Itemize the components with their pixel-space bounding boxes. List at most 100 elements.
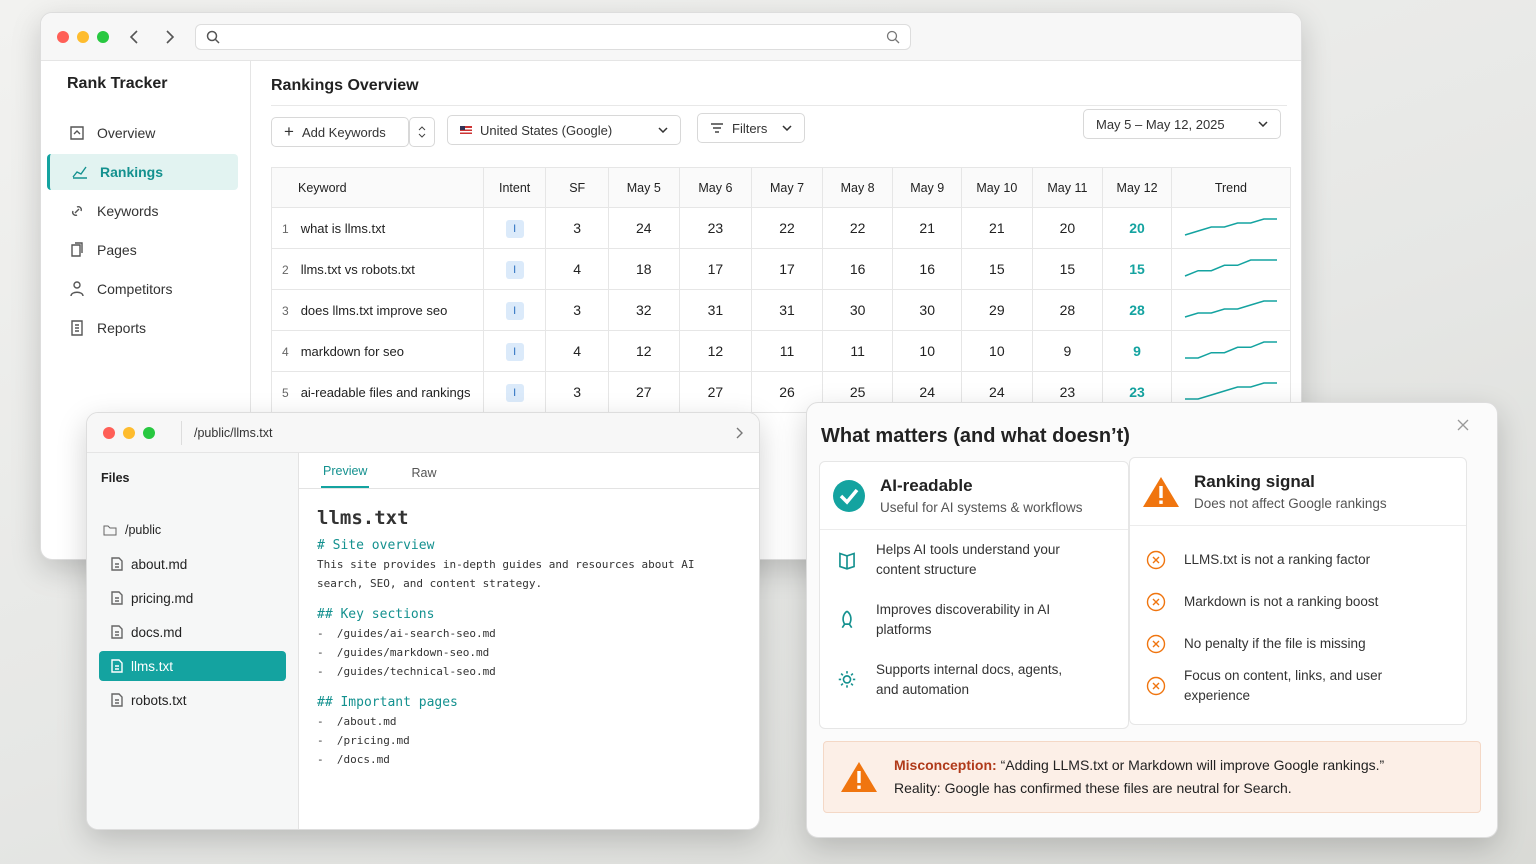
date-range-select[interactable]: May 5 – May 12, 2025 xyxy=(1083,109,1281,139)
position-cell: 27 xyxy=(678,371,753,413)
filters-button[interactable]: Filters xyxy=(697,113,805,143)
icon-part xyxy=(111,693,123,707)
folder[interactable]: /public xyxy=(99,515,286,545)
nav-item[interactable]: Keywords xyxy=(47,193,238,229)
tab[interactable]: Raw xyxy=(411,466,437,480)
nav-item[interactable]: Overview xyxy=(47,115,238,151)
close[interactable] xyxy=(103,426,115,439)
table-row[interactable]: 4 markdown for seo I 4 12 12 11 11 10 10 9 9 xyxy=(271,330,1292,372)
row-number: 1 xyxy=(282,221,289,236)
position-cell: 32 xyxy=(607,289,680,331)
file-item[interactable]: robots.txt xyxy=(99,685,286,715)
close[interactable] xyxy=(57,30,69,43)
file-icon xyxy=(111,659,123,673)
misconception-text: Misconception: “Adding LLMS.txt or Markd… xyxy=(894,754,1384,800)
nav-item[interactable]: Pages xyxy=(47,232,238,268)
item-text: Markdown is not a ranking boost xyxy=(1184,594,1379,609)
position-cell: 27 xyxy=(607,371,680,413)
position-cell: 10 xyxy=(892,330,963,372)
intent-badge: I xyxy=(505,383,524,402)
list-item: - /guides/ai-search-seo.md xyxy=(317,627,496,640)
icon-part xyxy=(857,771,861,783)
table-row[interactable]: 2 llms.txt vs robots.txt I 4 18 17 17 16 16 15 15 1… xyxy=(271,248,1292,290)
maximize[interactable] xyxy=(143,426,155,439)
file-item[interactable]: about.md xyxy=(99,549,286,579)
chevron[interactable] xyxy=(735,427,743,439)
file-item[interactable]: llms.txt xyxy=(99,651,286,681)
add-keywords-button[interactable]: + Add Keywords xyxy=(271,117,409,147)
nav-arrows[interactable] xyxy=(127,29,177,45)
file-item[interactable]: pricing.md xyxy=(99,583,286,613)
ai-item: Improves discoverability in AI platforms xyxy=(820,590,1128,650)
list: - /about.md - /pricing.md - /docs.md xyxy=(317,712,743,769)
position-cell: 16 xyxy=(821,248,894,290)
icon-part xyxy=(658,127,668,133)
card-title: AI-readable xyxy=(880,476,973,495)
keyword-cell: 2 llms.txt vs robots.txt xyxy=(271,248,484,290)
nav-item[interactable]: Competitors xyxy=(47,271,238,307)
nav-item[interactable]: Reports xyxy=(47,310,238,346)
file-name: docs.md xyxy=(131,624,183,640)
item-icon xyxy=(838,671,856,688)
intent-cell: I xyxy=(482,248,547,290)
tab[interactable]: Preview xyxy=(321,464,370,488)
intent-cell: I xyxy=(482,289,547,331)
column-header: Trend xyxy=(1170,167,1292,208)
sparkline xyxy=(1184,217,1277,236)
heading: ## Key sections xyxy=(317,607,435,622)
keyword-cell: 4 markdown for seo xyxy=(271,330,484,372)
position-cell: 22 xyxy=(821,207,894,249)
close-icon[interactable] xyxy=(1457,419,1469,431)
column-header: May 11 xyxy=(1031,167,1104,208)
icon-part xyxy=(460,126,472,134)
chevron xyxy=(782,125,792,131)
position-cell: 21 xyxy=(892,207,963,249)
card-header: Ranking signal Does not affect Google ran… xyxy=(1130,458,1466,526)
position-cell: 15 xyxy=(961,248,1033,290)
file-item[interactable]: docs.md xyxy=(99,617,286,647)
icon-part xyxy=(839,488,859,505)
check-icon xyxy=(833,479,865,512)
keyword: llms.txt vs robots.txt xyxy=(300,261,415,277)
icon-part xyxy=(1146,676,1166,696)
trend-cell xyxy=(1170,330,1292,372)
comparison-panel: What matters (and what doesn’t) AI-reada… xyxy=(806,402,1498,838)
tabs: Preview Raw xyxy=(299,453,759,489)
table-row[interactable]: 1 what is llms.txt I 3 24 23 22 22 21 21 20 20 xyxy=(271,207,1292,249)
position-cell: 29 xyxy=(961,289,1033,331)
table-body: 1 what is llms.txt I 3 24 23 22 22 21 21 20 20 2 llms… xyxy=(271,207,1292,413)
header-row: Keyword Intent SF May 5 May 6 May 7 May 8 May 9… xyxy=(271,167,1292,208)
address-bar[interactable] xyxy=(195,23,911,50)
minimize[interactable] xyxy=(77,30,89,43)
icon-part xyxy=(111,659,123,673)
keyword-cell: 1 what is llms.txt xyxy=(271,207,484,249)
column-header: May 7 xyxy=(751,167,823,208)
maximize[interactable] xyxy=(97,30,109,43)
path-bar: /public/llms.txt xyxy=(181,420,743,445)
folder-icon xyxy=(103,525,117,536)
keyword: does llms.txt improve seo xyxy=(300,302,448,318)
ai-item: Supports internal docs, agents, and auto… xyxy=(820,650,1128,710)
sort-button[interactable] xyxy=(409,117,435,147)
position-cell: 10 xyxy=(961,330,1033,372)
icon-part xyxy=(1152,682,1160,690)
trend-line xyxy=(1184,217,1277,236)
nav-item[interactable]: Rankings xyxy=(47,154,238,190)
title-bar xyxy=(41,13,1301,61)
panel-title: What matters (and what doesn’t) xyxy=(821,425,1130,447)
icon-part xyxy=(857,785,861,789)
icon-part xyxy=(111,557,123,571)
column-header: May 5 xyxy=(607,167,680,208)
trend-cell xyxy=(1170,207,1292,249)
filter-icon xyxy=(711,123,723,133)
table-row[interactable]: 3 does llms.txt improve seo I 3 32 31 31 30 30 29… xyxy=(271,289,1292,331)
flag-icon xyxy=(460,126,472,134)
icon-part xyxy=(460,126,465,130)
sf-cell: 3 xyxy=(545,207,609,249)
paragraph: This site provides in-depth guides and r… xyxy=(317,558,695,590)
minimize[interactable] xyxy=(123,426,135,439)
icon-part xyxy=(460,131,472,133)
icon-part xyxy=(782,125,792,131)
location-select[interactable]: United States (Google) xyxy=(447,115,681,145)
file-name: about.md xyxy=(131,556,188,572)
